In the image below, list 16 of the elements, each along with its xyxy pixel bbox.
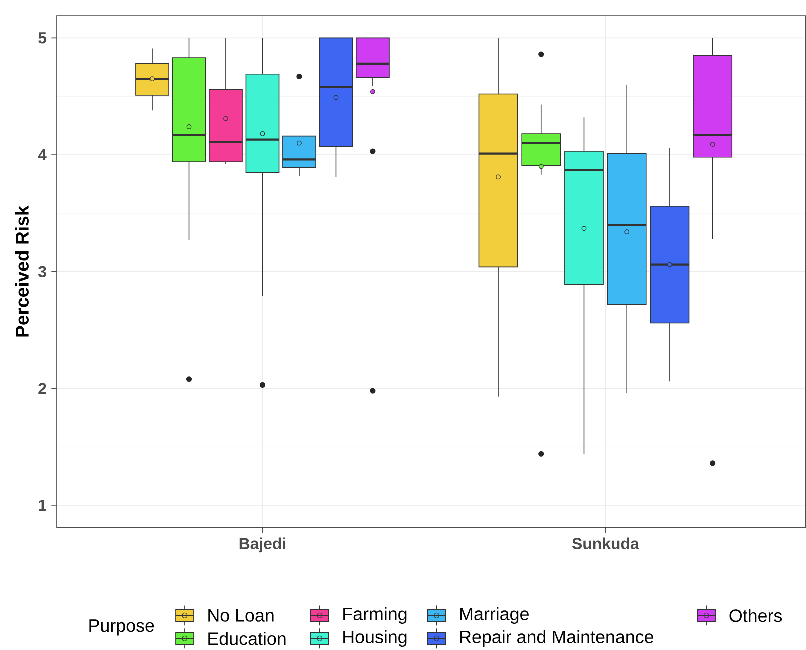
legend-label: No Loan [208, 610, 274, 622]
legend-label: Repair and Maintenance [460, 630, 654, 648]
y-tick-label: 5 [38, 32, 47, 44]
y-tick-label: 3 [38, 266, 46, 278]
y-tick-label: 4 [38, 150, 47, 161]
y-tick-label: 2 [38, 383, 46, 394]
legend-label: Housing [344, 630, 407, 648]
x-tick-label: Sunkuda [572, 538, 640, 550]
legend-label: Education [208, 632, 286, 646]
y-tick-label: 1 [39, 500, 47, 512]
legend-label: Farming [344, 607, 407, 624]
x-tick-label: Bajedi [240, 538, 286, 553]
legend-label: Marriage [460, 607, 529, 624]
legend-label: Others [730, 609, 782, 622]
y-axis-title: Perceived Risk [15, 206, 29, 337]
legend-title: Purpose [90, 620, 154, 636]
